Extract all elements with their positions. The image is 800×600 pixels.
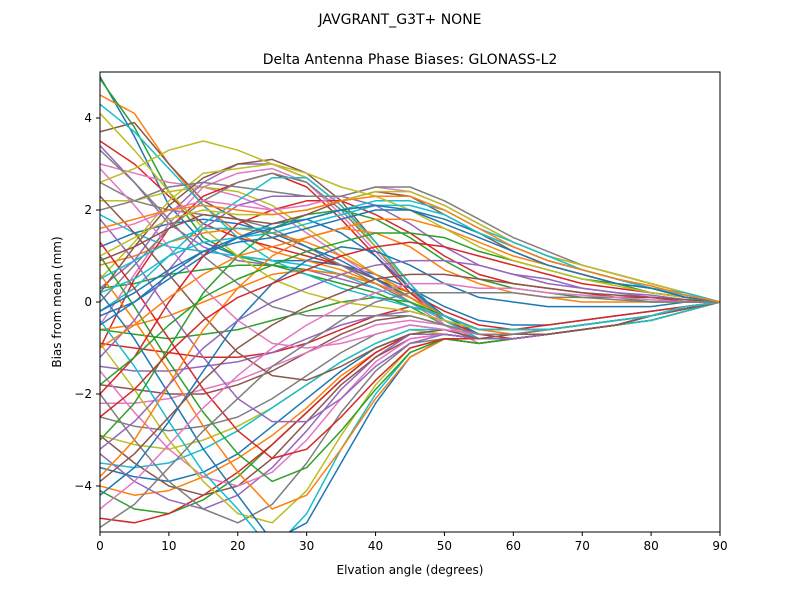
series-line-71 [100,204,720,326]
series-line-46 [100,195,720,381]
series-line-65 [100,259,720,450]
x-axis-label: Elvation angle (degrees) [337,563,484,577]
series-line-68 [100,292,720,529]
y-tick-label: 0 [84,295,92,309]
x-tick-label: 50 [437,539,452,553]
x-tick-label: 80 [643,539,658,553]
y-axis: −4 −2 0 2 4 [74,111,100,493]
x-tick-label: 90 [712,539,727,553]
y-tick-label: −4 [74,479,92,493]
series-line-64 [100,241,720,418]
series-line-67 [100,282,720,510]
series-line-66 [100,273,720,482]
x-tick-label: 20 [230,539,245,553]
x-axis: 0 10 20 30 40 50 60 70 80 90 [96,532,728,553]
figure-suptitle: JAVGRANT_G3T+ NONE [317,12,481,28]
x-tick-label: 30 [299,539,314,553]
series-line-51 [100,246,720,496]
y-tick-label: 4 [84,111,92,125]
series-line-35 [100,301,720,510]
x-tick-label: 60 [506,539,521,553]
series-layer [100,76,720,532]
y-axis-label: Bias from mean (mm) [50,236,64,367]
x-tick-label: 70 [575,539,590,553]
x-tick-label: 0 [96,539,104,553]
x-tick-label: 10 [161,539,176,553]
x-tick-label: 40 [368,539,383,553]
y-tick-label: 2 [84,203,92,217]
series-line-28 [100,301,720,432]
series-line-52 [100,227,720,478]
chart-title: Delta Antenna Phase Biases: GLONASS-L2 [263,52,558,68]
series-line-72 [100,195,720,303]
y-tick-label: −2 [74,387,92,401]
series-line-59 [100,190,720,303]
series-line-25 [100,301,720,372]
